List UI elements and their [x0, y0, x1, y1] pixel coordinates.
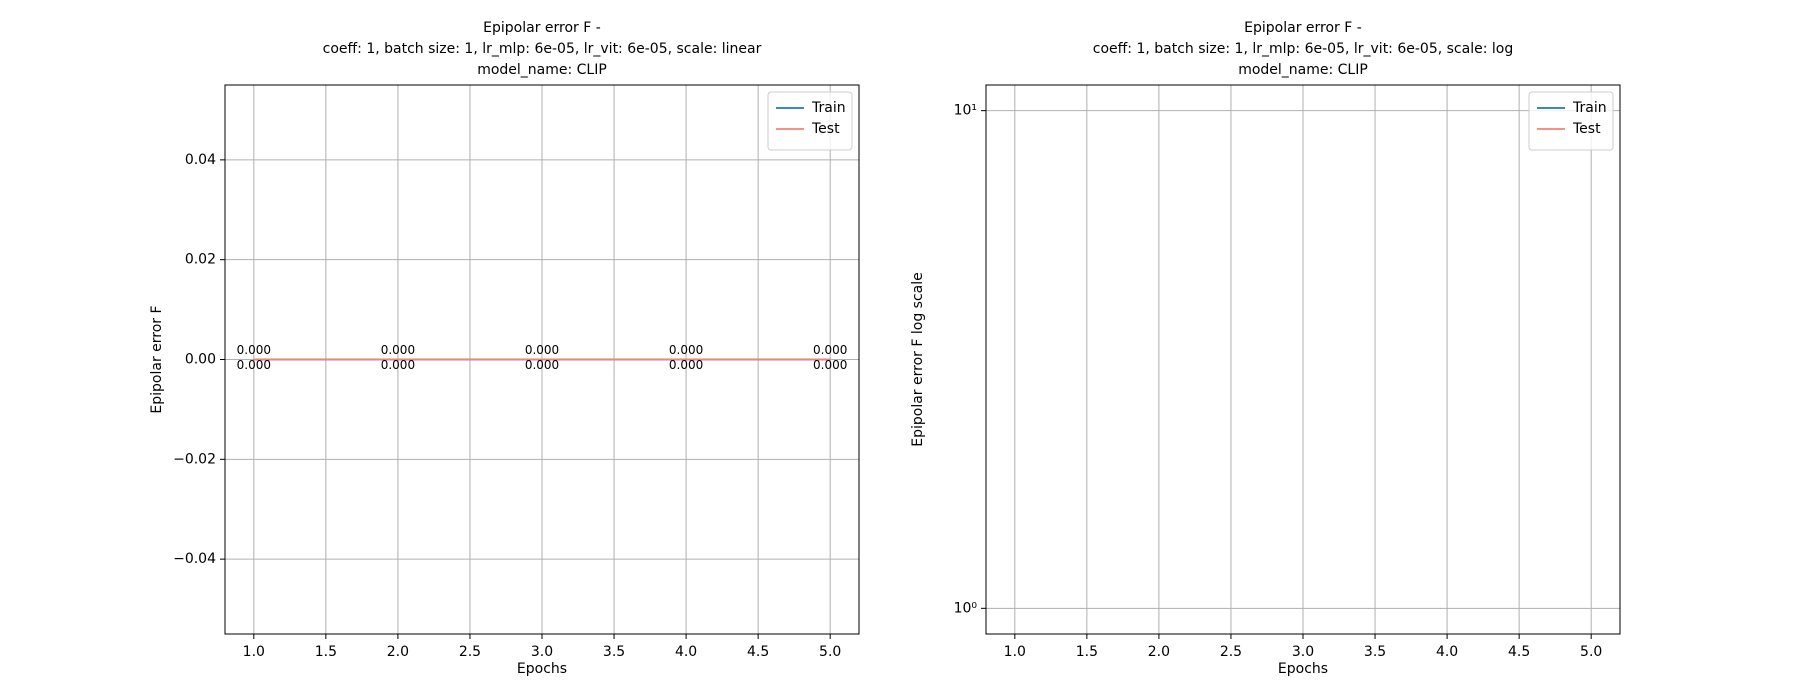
x-tick-label: 2.0	[387, 644, 409, 660]
x-tick-label: 1.5	[315, 644, 337, 660]
data-label: 0.000	[669, 343, 703, 357]
y-tick-label: −0.02	[173, 451, 216, 467]
y-tick-label: 0.04	[185, 152, 216, 168]
legend-label: Test	[811, 121, 840, 137]
x-tick-label: 5.0	[1580, 644, 1602, 660]
axes-frame	[224, 84, 860, 635]
chart-title: Epipolar error F -	[1244, 20, 1362, 36]
x-tick-label: 3.5	[1364, 644, 1386, 660]
chart: Epipolar error F - coeff: 1, batch size: …	[910, 20, 1621, 677]
legend-box	[767, 91, 853, 151]
chart-title: model_name: CLIP	[477, 62, 607, 78]
y-tick-label: 0.00	[185, 352, 216, 368]
chart: Epipolar error F - coeff: 1, batch size: …	[149, 20, 860, 677]
chart-title: Epipolar error F -	[483, 20, 601, 36]
data-label: 0.000	[237, 343, 271, 357]
x-tick-label: 4.5	[1508, 644, 1530, 660]
x-tick-label: 4.5	[747, 644, 769, 660]
x-tick-label: 1.0	[1004, 644, 1026, 660]
legend-box	[1528, 91, 1614, 151]
x-tick-label: 4.0	[675, 644, 697, 660]
x-axis-label: Epochs	[1278, 661, 1328, 677]
x-axis-label: Epochs	[517, 661, 567, 677]
y-axis-label: Epipolar error F log scale	[910, 272, 926, 446]
x-tick-label: 2.5	[459, 644, 481, 660]
legend-label: Train	[1572, 100, 1607, 116]
legend-label: Train	[811, 100, 846, 116]
data-label: 0.000	[381, 343, 415, 357]
x-tick-label: 3.5	[603, 644, 625, 660]
x-tick-label: 1.5	[1076, 644, 1098, 660]
y-tick-label: 10⁰	[954, 600, 978, 616]
axes-frame	[985, 84, 1621, 635]
x-tick-label: 3.0	[531, 644, 553, 660]
data-label: 0.000	[813, 358, 847, 372]
chart-title: model_name: CLIP	[1238, 62, 1368, 78]
y-axis-label: Epipolar error F	[149, 305, 165, 413]
chart-title: coeff: 1, batch size: 1, lr_mlp: 6e-05, …	[323, 41, 762, 57]
x-tick-label: 2.5	[1220, 644, 1242, 660]
data-label: 0.000	[525, 358, 559, 372]
y-tick-label: −0.04	[173, 551, 216, 567]
data-label: 0.000	[813, 343, 847, 357]
data-label: 0.000	[381, 358, 415, 372]
chart-title: coeff: 1, batch size: 1, lr_mlp: 6e-05, …	[1093, 41, 1513, 57]
data-label: 0.000	[669, 358, 703, 372]
x-tick-label: 4.0	[1436, 644, 1458, 660]
x-tick-label: 2.0	[1148, 644, 1170, 660]
x-tick-label: 5.0	[819, 644, 841, 660]
y-tick-label: 0.02	[185, 252, 216, 268]
x-tick-label: 1.0	[243, 644, 265, 660]
data-label: 0.000	[237, 358, 271, 372]
x-tick-label: 3.0	[1292, 644, 1314, 660]
legend-label: Test	[1572, 121, 1601, 137]
data-label: 0.000	[525, 343, 559, 357]
y-tick-label: 10¹	[954, 103, 977, 119]
